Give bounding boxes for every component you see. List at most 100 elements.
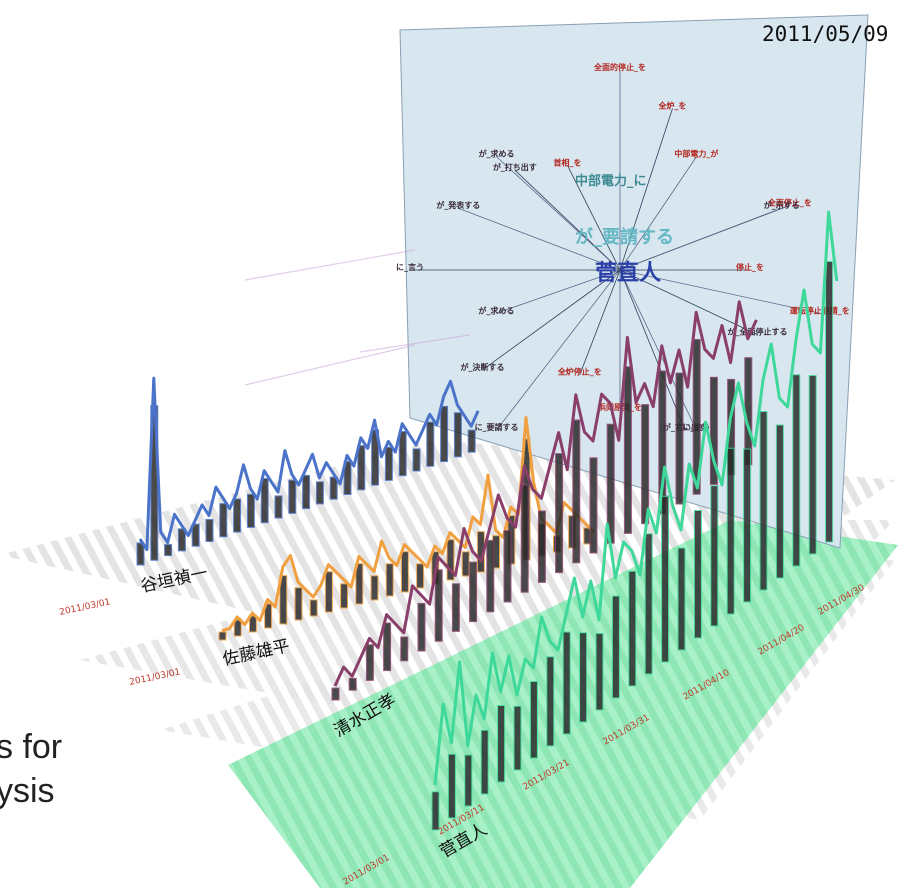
bar-2-14 — [451, 583, 460, 632]
bar-0-26 — [315, 481, 324, 505]
bar-2-24 — [537, 510, 546, 583]
bar-3-22 — [611, 595, 620, 699]
bar-0-30 — [343, 460, 352, 496]
edge-18 — [496, 156, 621, 271]
edge-4 — [619, 207, 782, 271]
term-2: 中部電力_が — [674, 149, 719, 159]
bar-2-0 — [331, 687, 340, 701]
bar-2-12 — [434, 569, 443, 642]
series-line-0 — [138, 376, 480, 552]
bar-3-24 — [628, 570, 637, 687]
bar-3-10 — [513, 705, 522, 771]
bar-3-14 — [546, 656, 555, 747]
edge-1 — [619, 108, 673, 271]
bar-3-2 — [447, 753, 456, 819]
bar-0-20 — [274, 495, 283, 519]
edge-11 — [579, 269, 621, 375]
bar-3-4 — [464, 754, 473, 807]
bar-2-44 — [709, 376, 718, 485]
bar-3-8 — [497, 705, 506, 783]
bar-1-18 — [355, 563, 364, 605]
bar-1-22 — [385, 563, 394, 597]
edge-9 — [619, 269, 686, 431]
bar-3-16 — [562, 631, 571, 735]
bar-1-24 — [400, 551, 409, 593]
bar-3-46 — [808, 375, 817, 555]
bar-0-46 — [453, 412, 462, 458]
bar-1-12 — [309, 599, 318, 617]
bar-1-10 — [294, 587, 303, 621]
bar-0-12 — [219, 503, 228, 538]
bar-1-4 — [248, 615, 257, 633]
big-term-2: 中部電力_に — [575, 173, 647, 189]
bar-2-36 — [641, 404, 650, 525]
bar-1-2 — [233, 619, 242, 637]
edge-6 — [619, 269, 820, 314]
bar-0-42 — [426, 421, 435, 467]
bar-3-32 — [693, 510, 702, 639]
network-edges — [410, 70, 820, 431]
bar-2-34 — [623, 366, 632, 534]
series-line-1 — [221, 416, 596, 632]
edge-12 — [496, 269, 621, 431]
bar-2-8 — [400, 636, 409, 662]
bar-3-28 — [661, 495, 670, 663]
bar-2-18 — [486, 539, 495, 613]
bar-0-28 — [329, 476, 338, 500]
term-16: が_発表する — [436, 200, 480, 210]
bar-3-30 — [677, 547, 686, 651]
bar-3-42 — [775, 424, 784, 579]
center-term: 菅直人 — [595, 260, 661, 286]
term-11: 全炉停止_を — [557, 367, 602, 377]
bar-1-26 — [416, 563, 425, 589]
caption-line-2: ysis — [0, 772, 55, 810]
bar-3-6 — [480, 729, 489, 795]
term-14: が_求める — [478, 305, 514, 315]
edge-14 — [496, 269, 621, 314]
bar-2-30 — [589, 457, 598, 554]
term-6: 運転停止要請_を — [790, 305, 850, 315]
bar-1-0 — [218, 631, 227, 641]
term-4: が_示する — [764, 200, 800, 210]
bar-0-38 — [398, 431, 407, 477]
bar-2-10 — [417, 602, 426, 652]
bar-3-20 — [595, 633, 604, 711]
term-18: が_求める — [479, 149, 515, 159]
bar-2-4 — [365, 644, 374, 681]
bar-3-34 — [710, 485, 719, 627]
edge-17 — [514, 169, 621, 271]
bar-0-22 — [288, 479, 297, 514]
bar-0-4 — [164, 544, 173, 557]
bar-1-16 — [340, 583, 349, 609]
bar-1-32 — [461, 551, 470, 577]
bar-2-40 — [675, 372, 684, 505]
bar-0-36 — [384, 446, 393, 481]
bar-3-40 — [759, 411, 768, 591]
series-line-3 — [433, 210, 839, 786]
bar-0-14 — [233, 498, 242, 533]
bar-0-44 — [440, 405, 449, 463]
bar-1-20 — [370, 575, 379, 601]
bar-0-40 — [412, 448, 421, 472]
term-3: 全面停止_を — [767, 197, 812, 207]
term-17: が_打ち出す — [493, 162, 537, 172]
bar-3-36 — [726, 447, 735, 615]
bar-2-16 — [469, 561, 478, 623]
caption-line-1: s for — [0, 728, 63, 766]
panel-date-stamp: 2011/05/09 — [762, 22, 889, 46]
term-1: 全炉_を — [658, 100, 687, 110]
bar-2-22 — [520, 484, 529, 593]
bar-2-26 — [555, 453, 564, 574]
bar-0-16 — [246, 493, 255, 528]
edge-16 — [458, 207, 621, 271]
bar-0-32 — [357, 445, 366, 491]
edge-19 — [567, 165, 621, 271]
series-layers — [136, 210, 839, 831]
bar-0-6 — [177, 528, 186, 552]
bar-0-24 — [302, 474, 311, 510]
edge-13 — [482, 269, 621, 371]
bar-2-20 — [503, 530, 512, 603]
big-term-1: が_要請する — [575, 226, 674, 248]
bar-3-26 — [644, 533, 653, 675]
